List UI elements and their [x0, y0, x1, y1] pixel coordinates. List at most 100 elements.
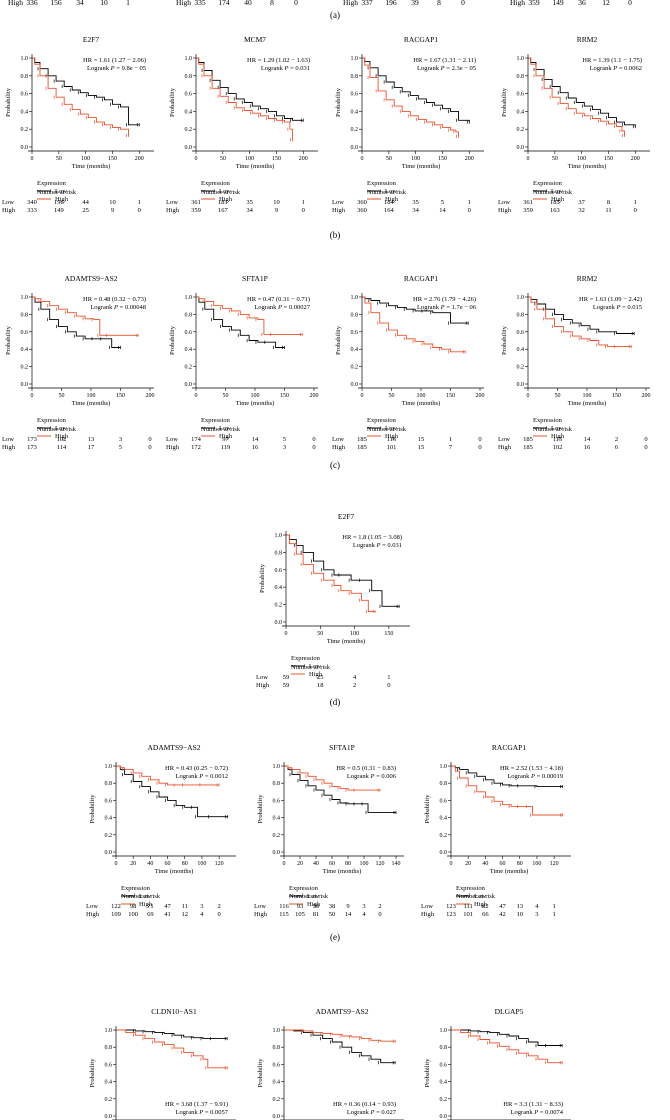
y-axis-label: Probability: [424, 1058, 431, 1088]
y-tick-label: 0.4: [440, 816, 448, 822]
risk-row-label-high: High: [2, 444, 16, 451]
km-plot-d: E2F7 0.0 0.2 0.4 0.6 0.8 1.0 0 50 100 150 Time (mon…: [256, 512, 410, 689]
x-tick-label: 120: [376, 861, 385, 867]
top-strip-count: 174: [218, 0, 230, 7]
risk-row-label-low: Low: [254, 903, 266, 910]
hr-text: HR = 0.36 (0.14 − 0.93): [333, 1101, 396, 1108]
legend-label-high: High: [474, 901, 488, 908]
risk-count-low: 38: [329, 903, 336, 910]
km-curve-low: [284, 1029, 396, 1064]
risk-row-label-low: Low: [2, 436, 14, 443]
risk-count-high: 101: [463, 911, 473, 918]
x-tick-label: 80: [182, 861, 188, 867]
km-curve-low: [32, 57, 140, 126]
top-strip-count: 1: [126, 0, 130, 7]
y-tick-label: 0.4: [440, 1080, 448, 1086]
x-tick-label: 150: [108, 156, 117, 162]
y-axis-label: Probability: [335, 325, 342, 355]
risk-count-high: 333: [27, 207, 37, 214]
y-tick-label: 0.4: [275, 585, 283, 591]
y-tick-label: 0.8: [105, 781, 113, 787]
risk-count-high: 66: [482, 911, 489, 918]
top-strip-count: 0: [294, 0, 298, 7]
km-curve-low: [196, 296, 285, 348]
legend-label-low: Low: [551, 425, 563, 432]
risk-count-low: 185: [357, 436, 367, 443]
y-tick-label: 0.6: [351, 330, 359, 336]
hr-text: HR = 1.39 (1.1 − 1.75): [582, 57, 642, 64]
y-tick-label: 1.0: [440, 764, 448, 770]
y-tick-label: 1.0: [105, 1028, 113, 1034]
km-curve-high: [362, 57, 459, 137]
risk-count-high: 0: [217, 911, 220, 918]
risk-count-high: 14: [439, 207, 446, 214]
risk-count-low: 10: [109, 199, 116, 206]
km-curve-high: [116, 1029, 228, 1069]
risk-row-label-low: Low: [166, 199, 178, 206]
risk-count-low: 44: [82, 199, 89, 206]
risk-count-low: 10: [273, 199, 280, 206]
risk-count-low: 2: [615, 436, 618, 443]
top-strip-count: 36: [578, 0, 586, 7]
risk-count-low: 0: [644, 436, 647, 443]
x-tick-label: 0: [285, 631, 288, 637]
hr-text: HR = 0.43 (0.25 − 0.72): [165, 765, 228, 772]
y-tick-label: 0.2: [185, 365, 193, 371]
risk-table-title: Number at risk: [456, 893, 496, 900]
y-tick-label: 0.0: [105, 850, 113, 856]
top-strip-count: 0: [628, 0, 632, 7]
risk-count-high: 3: [283, 444, 286, 451]
top-strip-count: 8: [270, 0, 274, 7]
risk-row-label-high: High: [254, 911, 268, 918]
x-tick-label: 50: [386, 156, 392, 162]
x-tick-label: 0: [450, 861, 453, 867]
y-tick-label: 0.2: [273, 1097, 281, 1103]
risk-count-high: 1: [552, 911, 555, 918]
risk-count-high: 114: [57, 444, 67, 451]
risk-count-high: 50: [329, 911, 336, 918]
risk-count-high: 12: [181, 911, 188, 918]
risk-count-high: 17: [88, 444, 95, 451]
legend-label-low: Low: [551, 188, 563, 195]
top-strip-count: 336: [26, 0, 38, 7]
risk-count-high: 9: [275, 207, 278, 214]
y-tick-label: 0.4: [351, 109, 359, 115]
x-tick-label: 200: [146, 393, 155, 399]
risk-count-high: 6: [615, 444, 619, 451]
x-axis-label: Time (months): [402, 400, 441, 407]
y-axis-label: Probability: [424, 794, 431, 824]
legend-title: Expression: [291, 655, 321, 662]
x-tick-label: 100: [81, 156, 90, 162]
risk-count-high: 15: [418, 444, 425, 451]
y-tick-label: 0.4: [105, 1080, 113, 1086]
legend-label-high: High: [551, 196, 565, 203]
risk-count-low: 4: [535, 903, 539, 910]
y-tick-label: 0.4: [21, 109, 29, 115]
risk-row-label-high: High: [256, 682, 270, 689]
risk-count-high: 0: [387, 682, 390, 689]
y-axis-label: Probability: [169, 87, 176, 117]
x-tick-label: 0: [527, 156, 530, 162]
risk-count-high: 0: [634, 207, 637, 214]
logrank-text: Logrank P = 0.031: [353, 542, 402, 549]
plot-title: SFTA1P: [242, 274, 268, 283]
logrank-text: Logrank P = 0.00019: [507, 773, 563, 780]
plot-title: RACGAP1: [404, 274, 438, 283]
risk-count-low: 0: [478, 436, 481, 443]
hr-text: HR = 1.29 (1.02 − 1.63): [247, 57, 310, 64]
x-tick-label: 60: [165, 861, 171, 867]
risk-count-high: 69: [147, 911, 154, 918]
y-tick-label: 1.0: [275, 533, 283, 539]
risk-row-label-low: Low: [498, 436, 510, 443]
top-strip-count: 39: [411, 0, 419, 7]
risk-table-title: Number at risk: [201, 426, 241, 433]
risk-count-high: 119: [221, 444, 231, 451]
hr-text: HR = 1.8 (1.05 − 3.08): [342, 534, 402, 541]
hr-text: HR = 0.48 (0.32 − 0.73): [83, 296, 146, 303]
risk-count-low: 13: [88, 436, 95, 443]
y-tick-label: 1.0: [185, 56, 193, 62]
plot-title: RACGAP1: [492, 743, 526, 752]
